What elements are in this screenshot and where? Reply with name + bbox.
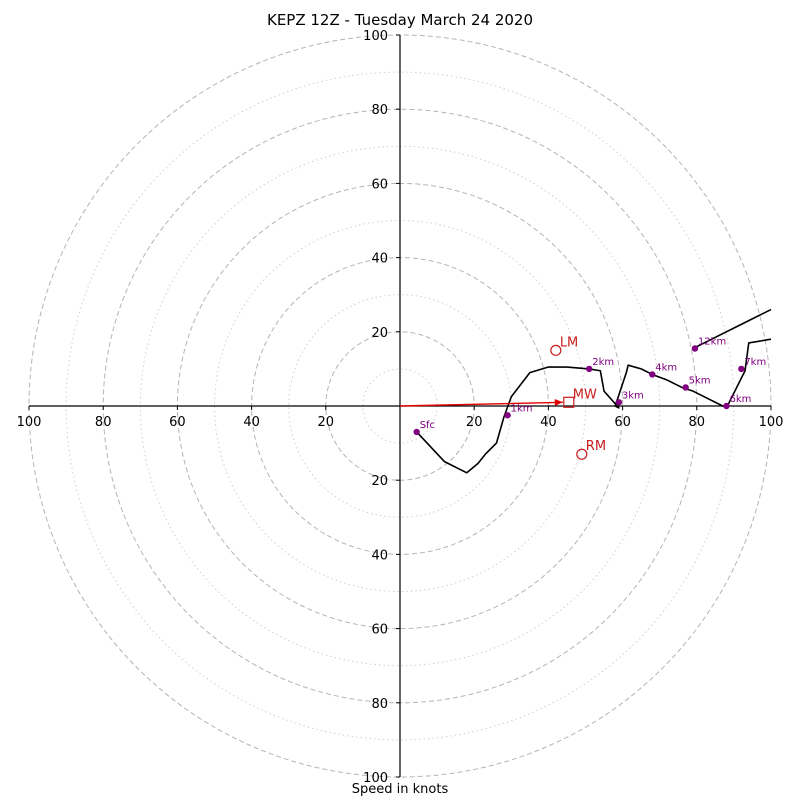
height-marker-label: 7km [744,357,766,368]
storm-motion-label: RM [586,439,606,454]
mean-wind-arrow-head [554,398,563,406]
y-tick-label: 40 [371,548,388,563]
height-marker-label: 3km [622,390,644,401]
x-tick-label: 100 [759,415,784,430]
storm-motion-label: LM [560,335,578,350]
x-tick-label: 100 [17,415,42,430]
height-marker-dot [413,428,420,436]
height-marker-label: 12km [698,336,726,347]
mean-wind-arrow-shaft [399,401,563,407]
y-tick-label: 60 [371,623,388,638]
x-tick-label: 80 [95,415,112,430]
height-marker-label: 6km [729,394,751,405]
height-marker-dot [691,345,699,352]
height-marker-label: 5km [689,375,711,386]
height-marker-dot [586,365,593,373]
height-marker-label: 4km [655,362,677,373]
height-marker-dot [682,384,689,391]
chart-title: KEPZ 12Z - Tuesday March 24 2020 [266,11,534,29]
storm-motion-marker [563,396,575,408]
storm-motion-marker [576,448,588,460]
height-marker-dot [504,412,511,419]
x-tick-label: 40 [243,415,260,430]
height-marker-label: 1km [511,403,533,414]
x-tick-label: 20 [466,415,483,430]
y-tick-label: 100 [363,771,388,786]
tick-labels: 100 80 60 40 20 20 40 60 80 100 100 80 60 40 20 20 40 60 8… [17,29,784,786]
y-tick-label: 80 [371,697,388,712]
y-tick-label: 20 [371,326,388,341]
height-marker-dot [615,399,623,406]
storm-motion-marker [550,344,562,356]
x-tick-label: 60 [614,415,631,430]
height-marker-dot [723,402,730,410]
hodograph-line-upper [692,308,772,350]
height-marker-label: 2km [592,357,614,368]
hodograph-line [416,338,772,474]
y-tick-label: 40 [371,252,388,267]
x-tick-label: 40 [540,415,557,430]
x-tick-label: 20 [318,415,335,430]
y-tick-label: 20 [371,474,388,489]
x-tick-label: 60 [169,415,186,430]
height-marker-label: Sfc [420,420,435,431]
height-marker-dot [649,371,656,378]
y-tick-label: 60 [371,177,388,192]
y-tick-label: 100 [363,29,388,44]
x-tick-label: 80 [689,415,706,430]
storm-motion-label: MW [573,387,597,402]
hodograph-data: Sfc 1km 2km 3km 4km 5km 6km 7km 12km LM RM MW [399,308,772,474]
y-tick-label: 80 [371,103,388,118]
height-marker-dot [738,365,745,373]
x-axis-label: Speed in knots [351,782,449,797]
